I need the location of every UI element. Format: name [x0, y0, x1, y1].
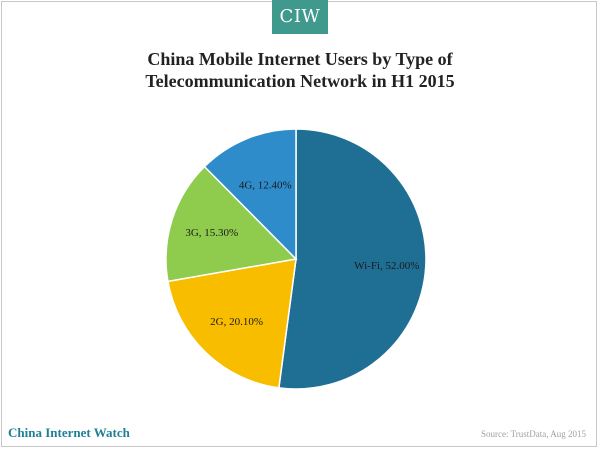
pie-slice-wi-fi: [278, 128, 427, 390]
pie-label-3g: 3G, 15.30%: [185, 227, 238, 239]
chart-title: China Mobile Internet Users by Type of T…: [40, 48, 560, 92]
pie-slice-2g: [167, 258, 297, 389]
pie-slice-3g: [165, 165, 298, 283]
pie-label-4g: 4G, 12.40%: [239, 180, 292, 192]
pie-slice-4g: [203, 128, 297, 261]
brand-footer: China Internet Watch: [8, 425, 130, 440]
pie-label-wi-fi: Wi-Fi, 52.00%: [354, 260, 419, 272]
pie-labels: Wi-Fi, 52.00% 2G, 20.10% 3G, 15.30% 4G, 12.…: [185, 180, 419, 328]
source-note: Source: TrustData, Aug 2015: [480, 429, 586, 439]
pie-slices: [165, 128, 427, 390]
chart-title-line-1: China Mobile Internet Users by Type of: [147, 49, 453, 69]
chart-title-line-2: Telecommunication Network in H1 2015: [145, 71, 455, 91]
ciw-logo: CIW: [272, 0, 328, 34]
pie-label-2g: 2G, 20.10%: [210, 316, 263, 328]
